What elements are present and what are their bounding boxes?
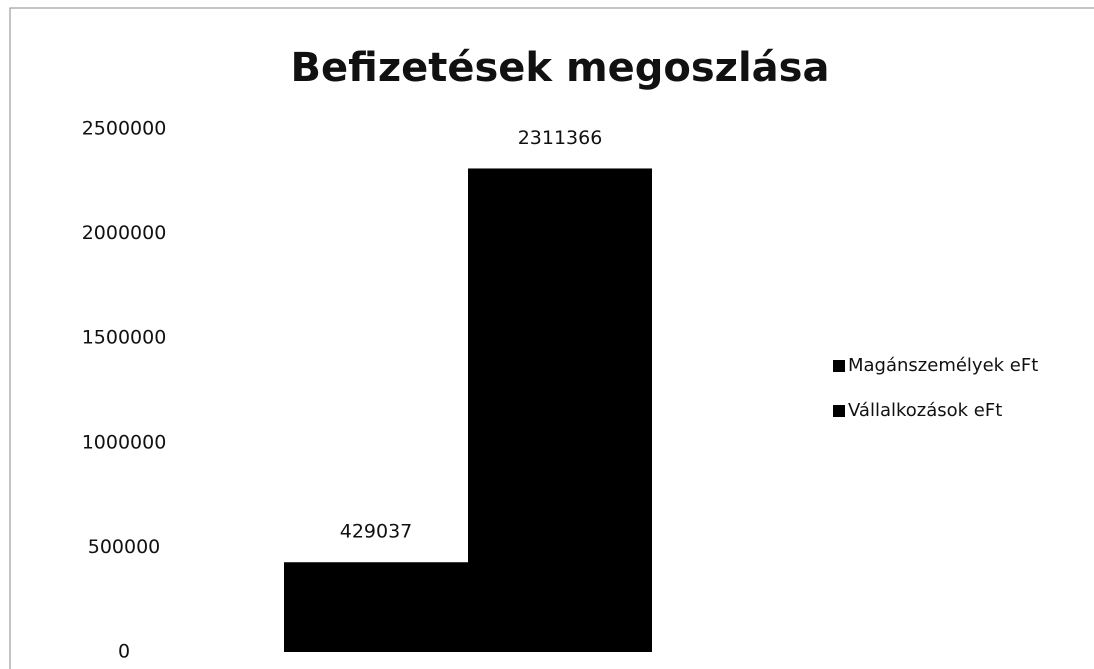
chart-title: Befizetések megoszlása: [291, 45, 830, 91]
legend-swatch: [833, 405, 845, 417]
bar: [468, 168, 652, 653]
data-label: 2311366: [518, 127, 603, 149]
legend-label: Vállalkozások eFt: [848, 400, 1002, 421]
y-tick-label: 2500000: [82, 118, 167, 140]
y-tick-label: 2000000: [82, 222, 167, 244]
y-tick-label: 0: [118, 641, 130, 663]
chart-frame: [9, 7, 1094, 669]
data-label: 429037: [340, 521, 413, 543]
bar: [284, 562, 468, 652]
y-tick-label: 1000000: [82, 431, 167, 453]
legend-label: Magánszemélyek eFt: [848, 355, 1038, 376]
y-tick-label: 1500000: [82, 327, 167, 349]
y-tick-label: 500000: [88, 536, 161, 558]
legend-swatch: [833, 360, 845, 372]
